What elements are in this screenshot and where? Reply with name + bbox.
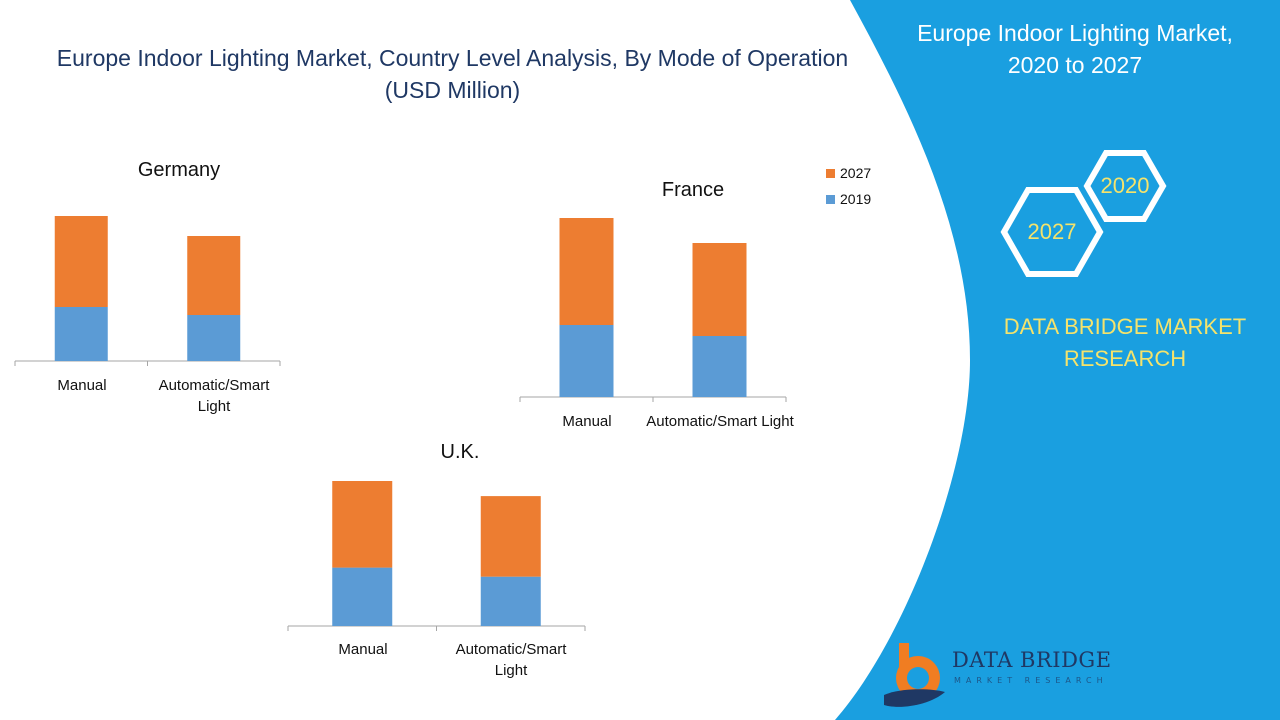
page-title-line1: Europe Indoor Lighting Market, Country L… bbox=[56, 45, 849, 71]
legend-label-2027: 2027 bbox=[840, 165, 872, 181]
legend-item-2027: 2027 bbox=[826, 160, 871, 186]
page-title: Europe Indoor Lighting Market, Country L… bbox=[20, 42, 885, 106]
chart-title-france: France bbox=[661, 179, 725, 201]
page-title-line2: (USD Million) bbox=[384, 77, 521, 103]
panel-title: Europe Indoor Lighting Market, 2020 to 2… bbox=[890, 17, 1260, 81]
x-label-france-automatic: Automatic/Smart Light bbox=[636, 411, 804, 432]
bar-france-automatic-2027 bbox=[692, 243, 747, 336]
hexagon-2020 bbox=[1083, 150, 1167, 222]
x-label-uk-automatic: Automatic/Smart Light bbox=[445, 639, 577, 681]
bar-uk-automatic-2027 bbox=[480, 496, 541, 577]
x-label-line: Manual bbox=[562, 413, 612, 430]
bar-uk-manual-2027 bbox=[332, 481, 393, 568]
panel-title-line2: 2020 to 2027 bbox=[1007, 52, 1143, 78]
legend-swatch-2027 bbox=[826, 168, 835, 178]
logo-bowl-hole bbox=[907, 667, 929, 689]
chart-title-germany: Germany bbox=[137, 159, 221, 181]
x-label-line: Light bbox=[494, 662, 528, 679]
x-label-line: Manual bbox=[57, 377, 107, 394]
bar-germany-manual-2027 bbox=[54, 216, 108, 307]
brand-name-line1: DATA BRIDGE MARKET bbox=[1003, 314, 1247, 339]
x-label-france-manual: Manual bbox=[527, 411, 647, 432]
hex-label-2020: 2020 bbox=[1100, 173, 1150, 198]
x-label-line: Automatic/Smart bbox=[158, 377, 270, 394]
bar-france-manual-2019 bbox=[559, 325, 614, 397]
logo-subtext: MARKET RESEARCH bbox=[954, 676, 1108, 685]
bar-germany-automatic-2027 bbox=[187, 236, 241, 315]
x-label-line: Automatic/Smart Light bbox=[646, 413, 794, 430]
x-label-line: Manual bbox=[338, 641, 388, 658]
legend-item-2019: 2019 bbox=[826, 186, 871, 212]
bar-france-manual-2027 bbox=[559, 218, 614, 325]
logo-mark bbox=[884, 643, 945, 707]
legend-label-2019: 2019 bbox=[840, 191, 872, 207]
x-label-line: Automatic/Smart bbox=[455, 641, 567, 658]
bar-germany-manual-2019 bbox=[54, 307, 108, 361]
brand-name-line2: RESEARCH bbox=[1063, 346, 1187, 371]
bar-france-automatic-2019 bbox=[692, 336, 747, 397]
chart-legend: 2027 2019 bbox=[826, 160, 871, 212]
hexagon-2027 bbox=[1000, 187, 1104, 277]
bar-uk-manual-2019 bbox=[332, 567, 393, 626]
x-label-line: Light bbox=[197, 398, 231, 415]
bar-germany-automatic-2019 bbox=[187, 315, 241, 361]
x-label-germany-manual: Manual bbox=[22, 375, 142, 396]
x-label-germany-automatic: Automatic/Smart Light bbox=[148, 375, 280, 417]
brand-name: DATA BRIDGE MARKET RESEARCH bbox=[985, 311, 1265, 375]
hex-label-2027: 2027 bbox=[1027, 219, 1077, 244]
panel-shape bbox=[835, 0, 1280, 720]
panel-title-line1: Europe Indoor Lighting Market, bbox=[917, 20, 1233, 46]
x-label-uk-manual: Manual bbox=[303, 639, 423, 660]
logo-swoosh bbox=[884, 689, 945, 707]
logo-text: DATA BRIDGE bbox=[952, 648, 1112, 672]
bar-uk-automatic-2019 bbox=[480, 576, 541, 626]
legend-swatch-2019 bbox=[826, 194, 835, 204]
chart-title-uk: U.K. bbox=[440, 441, 480, 463]
